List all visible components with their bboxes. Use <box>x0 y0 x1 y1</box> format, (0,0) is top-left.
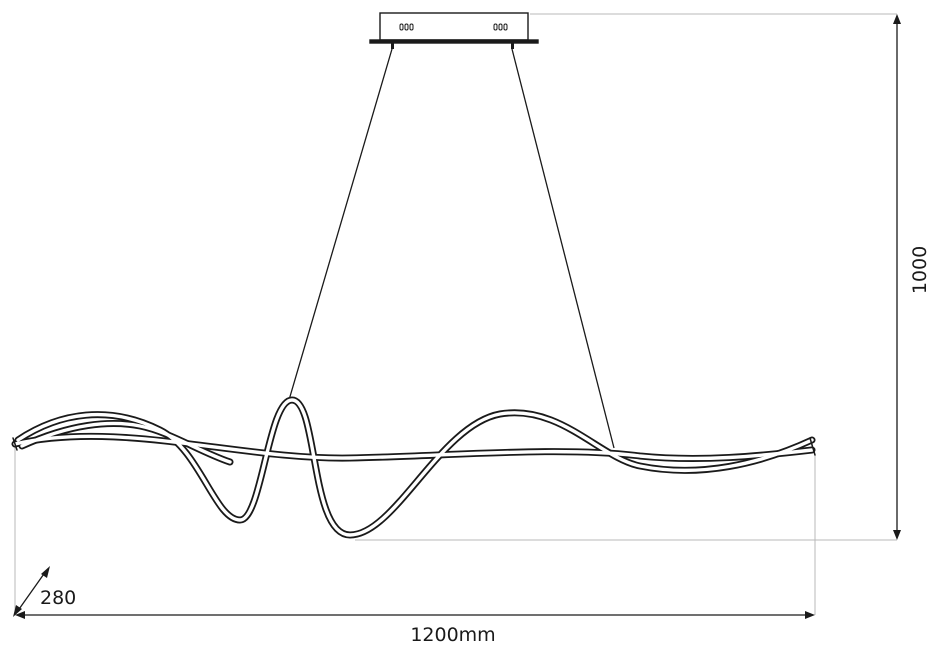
cable-anchor-left <box>391 43 394 49</box>
arrow-diagonal-up-icon <box>41 566 50 578</box>
cable-anchor-right <box>511 43 514 49</box>
ceiling-canopy <box>369 12 539 49</box>
height-dimension <box>893 14 901 540</box>
width-label: 1200mm <box>410 624 495 646</box>
width-dimension <box>15 611 815 619</box>
arrow-diagonal-down-icon <box>13 605 22 617</box>
depth-label: 280 <box>40 587 76 609</box>
height-label: 1000 <box>909 246 931 294</box>
depth-dimension <box>13 566 50 617</box>
arrow-left-icon <box>15 611 25 619</box>
arrow-right-icon <box>805 611 815 619</box>
luminaire-ribbon <box>11 396 816 539</box>
canopy-vent-left-icon <box>399 23 414 31</box>
canopy-vent-right-icon <box>493 23 508 31</box>
suspension-cables <box>288 48 615 449</box>
ribbon-end-caps <box>12 437 816 456</box>
dimension-guides <box>14 13 897 615</box>
cable-left <box>288 48 393 401</box>
arrow-down-icon <box>893 530 901 540</box>
cable-right <box>511 48 615 449</box>
arrow-up-icon <box>893 14 901 24</box>
